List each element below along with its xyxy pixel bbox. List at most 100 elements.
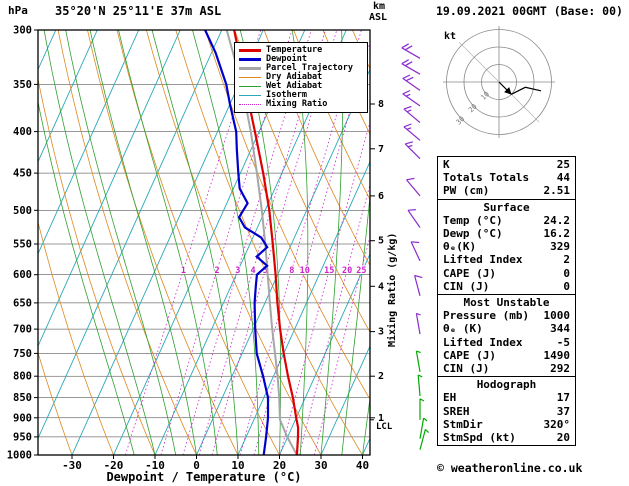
svg-text:40: 40 [356, 459, 369, 472]
svg-text:20: 20 [273, 459, 286, 472]
stat-value: 37 [556, 404, 570, 418]
stat-row: CAPE (J) 0 [438, 267, 575, 280]
svg-text:20: 20 [342, 266, 352, 276]
stat-value: 292 [550, 362, 570, 376]
legend-item: Dry Adiabat [239, 73, 363, 82]
stat-label: Totals Totals [443, 171, 530, 185]
most-unstable-section: Most Unstable Pressure (mb) 1000 θₑ (K) 34… [437, 294, 576, 378]
svg-text:1: 1 [378, 413, 384, 424]
stat-value: 1490 [543, 348, 571, 362]
temperature-line-swatch [239, 49, 261, 52]
copyright: © weatheronline.co.uk [437, 461, 583, 475]
stat-row: θₑ (K) 344 [438, 322, 575, 335]
svg-text:5: 5 [263, 266, 268, 276]
svg-text:500: 500 [13, 205, 32, 217]
section-title: Surface [483, 200, 530, 214]
legend-label: Wet Adiabat [266, 81, 323, 91]
legend-item: Mixing Ratio [239, 100, 363, 109]
svg-text:-20: -20 [104, 459, 124, 472]
dewpoint-line-swatch [239, 58, 261, 61]
isotherm-line-swatch [239, 95, 261, 96]
stat-label: CAPE (J) [443, 348, 496, 362]
section-title: Most Unstable [463, 296, 550, 310]
svg-text:550: 550 [13, 238, 32, 250]
stat-row: Totals Totals 44 [438, 171, 575, 184]
wet-adiabat-line-swatch [239, 86, 261, 87]
legend-item: Temperature [239, 46, 363, 55]
svg-text:900: 900 [13, 412, 32, 424]
mixing-ratio-line-swatch [239, 104, 261, 105]
svg-text:600: 600 [13, 269, 32, 281]
mixing-ratio-value-labels: 1 2 3 4 5 8 10 15 20 25 [180, 265, 368, 277]
stat-label: Temp (°C) [443, 213, 503, 227]
stat-value: 0 [563, 279, 570, 293]
stat-label: θₑ(K) [443, 240, 477, 254]
mixing-ratio-axis-label: Mixing Ratio (g/kg) [387, 232, 398, 347]
stat-value: 0 [563, 266, 570, 280]
svg-text:8: 8 [289, 266, 294, 276]
stat-label: SREH [443, 404, 470, 418]
stat-row: Dewp (°C) 16.2 [438, 227, 575, 240]
stat-value: 24.2 [543, 213, 571, 227]
stat-label: CAPE (J) [443, 266, 496, 280]
stat-value: 17 [556, 391, 570, 405]
svg-text:3: 3 [235, 266, 240, 276]
svg-text:7: 7 [378, 144, 384, 155]
legend: Temperature Dewpoint Parcel Trajectory D… [234, 42, 368, 113]
datetime-title: 19.09.2021 00GMT (Base: 00) [436, 4, 623, 18]
svg-text:-30: -30 [62, 459, 82, 472]
svg-text:650: 650 [13, 297, 32, 309]
stat-row: StmDir 320° [438, 418, 575, 431]
stat-value: 44 [556, 171, 570, 185]
svg-text:10: 10 [479, 90, 491, 102]
svg-text:350: 350 [13, 79, 32, 91]
plot-frame [34, 29, 375, 459]
stat-label: K [443, 158, 450, 171]
stat-label: Dewp (°C) [443, 227, 503, 241]
legend-label: Dewpoint [266, 54, 307, 64]
stat-value: 320° [543, 417, 571, 431]
dry-adiabat-line-swatch [239, 77, 261, 78]
stat-label: PW (cm) [443, 184, 490, 198]
stat-value: 2.51 [543, 184, 571, 198]
svg-text:0: 0 [193, 459, 200, 472]
svg-text:400: 400 [13, 126, 32, 138]
svg-text:20: 20 [467, 103, 479, 115]
stat-label: EH [443, 391, 457, 405]
legend-item: Dewpoint [239, 55, 363, 64]
svg-text:10: 10 [231, 459, 244, 472]
stat-row: Pressure (mb) 1000 [438, 309, 575, 322]
station-title: 35°20'N 25°11'E 37m ASL [55, 4, 222, 18]
hodograph-section: Hodograph EH 17 SREH 37 StmDir 320° StmSpd … [437, 376, 576, 447]
legend-label: Temperature [266, 45, 323, 55]
section-title: Hodograph [476, 378, 537, 392]
axis-tick-labels: 3003504004505005506006507007508008509009… [7, 25, 393, 473]
stat-row: SREH 37 [438, 405, 575, 418]
data-panel: K 25 Totals Totals 44 PW (cm) 2.51 Surface … [437, 156, 576, 447]
sounding-curves [204, 30, 300, 455]
svg-text:2: 2 [214, 266, 219, 276]
svg-text:700: 700 [13, 324, 32, 336]
stat-row: Temp (°C) 24.2 [438, 214, 575, 227]
svg-text:3: 3 [378, 327, 384, 338]
svg-text:950: 950 [13, 431, 32, 443]
svg-text:-10: -10 [145, 459, 165, 472]
hodograph-unit-label: kt [444, 31, 457, 42]
svg-text:15: 15 [324, 266, 334, 276]
stat-value: 25 [556, 158, 570, 171]
svg-text:8: 8 [378, 99, 384, 110]
stat-row: Lifted Index 2 [438, 253, 575, 266]
svg-text:1: 1 [181, 266, 186, 276]
pressure-axis-unit: hPa [8, 4, 28, 17]
svg-text:4: 4 [250, 266, 255, 276]
stat-row: CIN (J) 292 [438, 362, 575, 375]
legend-item: Isotherm [239, 91, 363, 100]
stat-row: CAPE (J) 1490 [438, 349, 575, 362]
stat-label: Pressure (mb) [443, 309, 530, 323]
stat-label: CIN (J) [443, 362, 490, 376]
svg-text:30: 30 [455, 115, 467, 127]
legend-item: Parcel Trajectory [239, 64, 363, 73]
